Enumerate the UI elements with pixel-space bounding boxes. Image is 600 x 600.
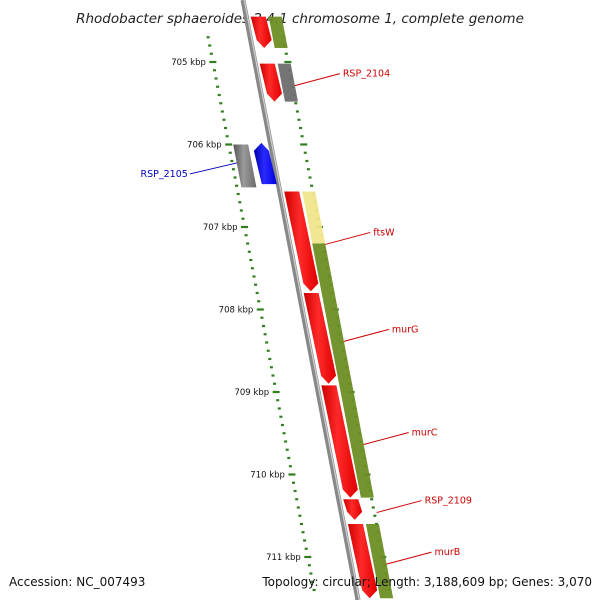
gene-label: murC	[412, 428, 438, 439]
scale-label: 711 kbp	[266, 553, 301, 563]
gene-leader-line	[189, 162, 237, 175]
gene-leader-line	[363, 432, 409, 445]
backbone-line-dark	[240, 0, 361, 600]
gene-label: murB	[435, 547, 461, 558]
map-title: Rhodobacter sphaeroides 2.4.1 chromosome…	[76, 11, 524, 27]
accession-text: Accession: NC_007493	[9, 575, 145, 589]
gene-arrow-murg	[303, 293, 337, 384]
gene-arrow-murc	[321, 385, 358, 498]
gene-arrow	[253, 142, 277, 185]
gene-arrow-rsp_2109	[343, 499, 363, 520]
gene-arrow	[250, 16, 272, 48]
gene-label: RSP_2109	[425, 496, 472, 507]
gc-segment	[302, 191, 326, 244]
gc-content-track	[268, 16, 394, 599]
gene-label: RSP_2105	[141, 169, 188, 180]
gene-leader-line	[325, 231, 371, 245]
gene-leader-line	[294, 73, 340, 87]
gc-segment	[365, 524, 394, 599]
summary-text: Topology: circular; Length: 3,188,609 bp…	[261, 575, 592, 589]
gene-label: RSP_2104	[343, 69, 390, 80]
gene-labels: RSP_2104 RSP_2105 ftsW murG murC RSP_2109 murB	[141, 69, 472, 565]
gc-segment	[277, 63, 298, 102]
gene-leader-line	[376, 500, 422, 514]
gene-arrow-rsp_2105	[233, 144, 257, 188]
scale-label: 708 kbp	[219, 306, 254, 316]
scale-label: 707 kbp	[203, 223, 238, 233]
gene-arrow-murb	[347, 524, 378, 599]
scale-label: 709 kbp	[234, 388, 269, 398]
gene-arrow-rsp_2104	[259, 63, 282, 102]
scale-label: 710 kbp	[250, 471, 285, 481]
gene-label: ftsW	[373, 227, 395, 238]
gc-segment	[268, 16, 288, 48]
gene-leader-line	[343, 328, 389, 342]
gene-label: murG	[392, 324, 419, 335]
backbone-line-light	[243, 0, 360, 600]
scale-label: 706 kbp	[187, 141, 222, 151]
gc-segment	[312, 243, 374, 498]
gene-leader-line	[386, 551, 432, 565]
backbone-axis	[240, 0, 361, 600]
gene-arrow-ftsw	[284, 191, 319, 292]
gene-track	[233, 16, 378, 599]
scale-label: 705 kbp	[171, 58, 206, 68]
